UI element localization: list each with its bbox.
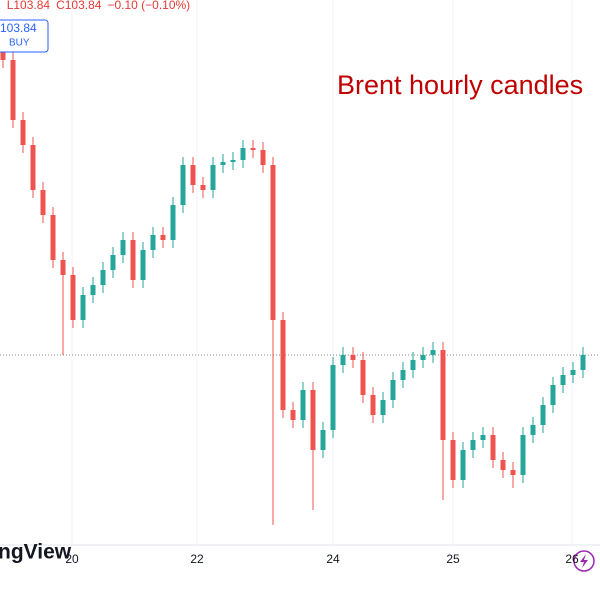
candle-body <box>0 50 6 60</box>
candle-body <box>490 435 496 460</box>
candles <box>0 42 586 525</box>
candle-body <box>370 395 376 415</box>
candle-body <box>330 365 336 430</box>
candle-body <box>480 435 486 440</box>
candle-body <box>160 235 166 240</box>
buy-price[interactable]: 103.84 <box>0 21 37 35</box>
candle-body <box>80 295 86 320</box>
candle-body <box>290 410 296 420</box>
candle-body <box>140 250 146 280</box>
candle-body <box>240 148 246 160</box>
candle-body <box>30 145 36 190</box>
candle-body <box>350 355 356 360</box>
candle-body <box>390 380 396 400</box>
candle-body <box>440 350 446 440</box>
candle-body <box>530 425 536 435</box>
candle-body <box>230 160 236 162</box>
candle-body <box>450 440 456 480</box>
candle-body <box>110 255 116 270</box>
annotation: Brent hourly candles <box>337 70 583 100</box>
candle-body <box>60 260 66 275</box>
candle-body <box>510 470 516 475</box>
candle-body <box>220 162 226 165</box>
grid <box>0 0 600 545</box>
candle-body <box>340 355 346 365</box>
candle-body <box>210 165 216 190</box>
candle-body <box>400 370 406 380</box>
header-item: 2 <box>0 0 1 12</box>
buy-box-frame[interactable] <box>0 19 49 53</box>
candle-body <box>260 150 266 165</box>
candle-body <box>120 240 126 255</box>
candle-body <box>380 400 386 415</box>
candle-body <box>360 360 366 395</box>
candle-body <box>70 275 76 320</box>
candle-body <box>250 148 256 150</box>
candle-body <box>420 355 426 360</box>
candle-body <box>20 120 26 145</box>
logo: ngView <box>0 541 72 564</box>
buy-label[interactable]: BUY <box>9 38 30 49</box>
candle-body <box>580 355 586 370</box>
icon-bolt[interactable] <box>580 554 588 568</box>
candle-body <box>570 370 576 375</box>
candle-body <box>550 385 556 405</box>
candle-body <box>500 460 506 470</box>
candle-body <box>270 165 276 320</box>
candle-body <box>280 320 286 410</box>
candle-body <box>190 165 196 185</box>
candle-body <box>300 390 306 420</box>
candle-body <box>410 360 416 370</box>
header-item: C103.84 <box>56 0 102 12</box>
candle-body <box>50 215 56 260</box>
candle-body <box>200 185 206 190</box>
buy-box[interactable]: 103.84 BUY <box>0 19 49 53</box>
candle-body <box>520 435 526 475</box>
x-tick-label: 26 <box>565 552 579 566</box>
candle-body <box>460 450 466 480</box>
replay-icon[interactable] <box>573 550 595 572</box>
candle-body <box>540 405 546 425</box>
candle-body <box>150 235 156 250</box>
x-tick-label: 20 <box>65 552 79 566</box>
candle-body <box>560 375 566 385</box>
candle-body <box>40 190 46 215</box>
header-item: −0.10 (−0.10%) <box>107 0 190 12</box>
header: 2 L103.84 C103.84 −0.10 (−0.10%) <box>0 0 190 12</box>
candle-body <box>430 350 436 355</box>
candle-body <box>90 285 96 295</box>
candle-body <box>470 440 476 450</box>
candle-body <box>320 430 326 450</box>
candle-body <box>10 60 16 120</box>
x-tick-label: 22 <box>190 552 204 566</box>
header-item: L103.84 <box>7 0 51 12</box>
x-tick-label: 24 <box>326 552 340 566</box>
candle-body <box>170 205 176 240</box>
x-tick-label: 25 <box>446 552 460 566</box>
candle-body <box>100 270 106 285</box>
candle-body <box>130 240 136 280</box>
candle-body <box>180 165 186 205</box>
candle-body <box>310 390 316 450</box>
